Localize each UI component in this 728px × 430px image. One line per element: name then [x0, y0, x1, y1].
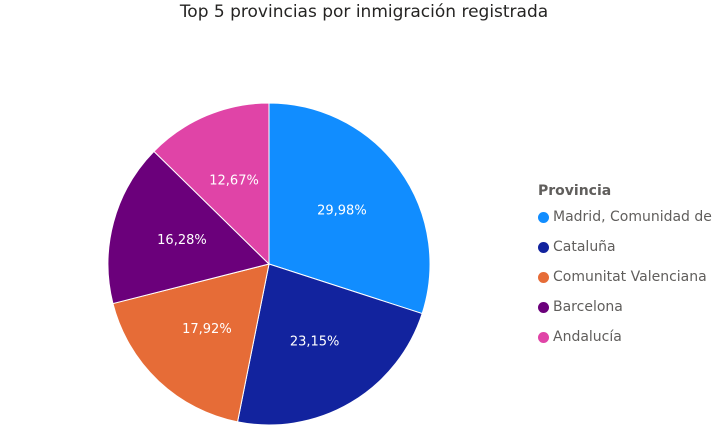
legend-marker: [538, 271, 549, 283]
slice-data-label: 16,28%: [157, 233, 207, 248]
legend-label: Andalucía: [553, 329, 622, 345]
pie-slice[interactable]: [112, 263, 270, 423]
legend-marker: [538, 301, 549, 313]
pie-slice[interactable]: [153, 102, 270, 266]
slice-data-label: 23,15%: [290, 334, 340, 349]
pie-slice[interactable]: [236, 263, 423, 426]
chart-title: Top 5 provincias por inmigración registr…: [179, 2, 549, 22]
legend-label: Comunitat Valenciana: [553, 269, 707, 285]
legend-item[interactable]: Cataluña: [538, 232, 712, 262]
legend-marker: [538, 331, 549, 343]
legend-title: Provincia: [538, 183, 612, 199]
slice-data-label: 17,92%: [182, 322, 232, 337]
legend-item[interactable]: Comunitat Valenciana: [538, 262, 712, 292]
pie-slice[interactable]: [107, 150, 270, 305]
legend-label: Madrid, Comunidad de: [553, 209, 712, 225]
slice-data-label: 29,98%: [317, 203, 367, 218]
legend-item[interactable]: Barcelona: [538, 292, 712, 322]
legend-label: Cataluña: [553, 239, 616, 255]
legend-marker: [538, 211, 549, 223]
pie-slice[interactable]: [268, 102, 431, 315]
legend-item[interactable]: Madrid, Comunidad de: [538, 202, 712, 232]
legend: Provincia Madrid, Comunidad de Cataluña …: [538, 180, 712, 352]
legend-marker: [538, 241, 549, 253]
legend-item[interactable]: Andalucía: [538, 322, 712, 352]
slice-data-label: 12,67%: [209, 173, 259, 188]
legend-label: Barcelona: [553, 299, 623, 315]
